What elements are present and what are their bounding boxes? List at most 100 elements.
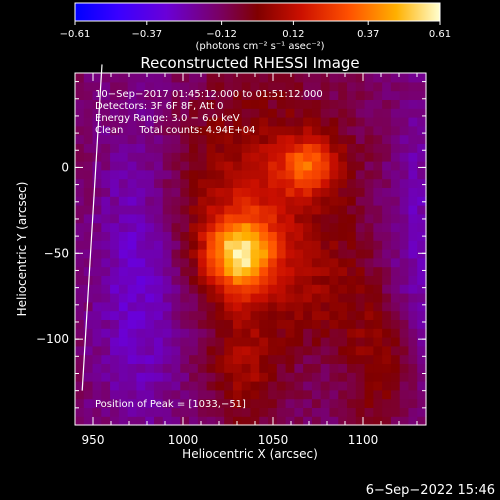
heatmap-cell [311,134,322,144]
heatmap-cell [162,143,173,153]
heatmap-cell [83,231,94,241]
heatmap-cell [162,310,173,320]
heatmap-cell [329,345,339,356]
heatmap-cell [241,117,252,127]
heatmap-cell [382,345,392,356]
heatmap-cell [232,161,243,171]
heatmap-cell [241,108,252,118]
heatmap-cell [268,81,278,92]
heatmap-cell [347,240,357,250]
heatmap-cell [118,152,129,162]
heatmap-cell [259,99,269,109]
heatmap-cell [215,275,225,285]
heatmap-cell [382,398,392,408]
heatmap-cell [311,222,322,232]
heatmap-cell [110,169,120,180]
heatmap-cell [311,372,322,382]
heatmap-cell [250,345,260,356]
heatmap-cell [215,143,225,153]
heatmap-cell [101,310,111,320]
heatmap-cell [417,275,427,285]
heatmap-cell [83,169,94,180]
heatmap-cell [145,257,155,268]
heatmap-cell [215,381,225,391]
heatmap-cell [294,310,304,320]
heatmap-cell [390,240,401,250]
heatmap-cell [75,398,85,408]
heatmap-cell [311,310,322,320]
heatmap-cell [355,231,366,241]
heatmap-cell [206,99,217,109]
heatmap-cell [127,161,138,171]
heatmap-cell [224,337,234,347]
heatmap-cell [338,134,348,144]
heatmap-cell [338,73,348,83]
heatmap-cell [75,301,85,312]
heatmap-cell [347,73,357,83]
heatmap-cell [197,284,208,294]
heatmap-cell [259,117,269,127]
heatmap-cell [118,345,129,356]
heatmap-cell [408,134,418,144]
heatmap-cell [382,389,392,400]
heatmap-cell [171,231,181,241]
heatmap-cell [241,73,252,83]
heatmap-cell [268,222,278,232]
heatmap-cell [355,257,366,268]
heatmap-cell [320,293,331,303]
heatmap-cell [329,337,339,347]
heatmap-cell [347,416,357,426]
heatmap-cell [276,354,287,364]
heatmap-cell [259,301,269,312]
heatmap-cell [338,381,348,391]
heatmap-cell [276,363,287,373]
heatmap-cell [180,143,190,153]
heatmap-cell [303,363,313,373]
heatmap-cell [171,381,181,391]
heatmap-cell [118,354,129,364]
heatmap-cell [153,143,164,153]
heatmap-cell [408,293,418,303]
heatmap-cell [276,81,287,92]
heatmap-cell [215,372,225,382]
heatmap-cell [311,205,322,215]
heatmap-cell [417,319,427,329]
heatmap-cell [180,381,190,391]
y-tick-label: −50 [44,246,69,260]
heatmap-cell [250,372,260,382]
heatmap-cell [408,275,418,285]
heatmap-cell [232,187,243,197]
heatmap-cell [136,398,146,408]
heatmap-cell [197,275,208,285]
heatmap-cell [189,222,199,232]
heatmap-cell [127,213,138,224]
heatmap-cell [145,73,155,83]
heatmap-cell [197,354,208,364]
heatmap-cell [382,125,392,136]
heatmap-cell [153,108,164,118]
heatmap-cell [373,266,383,276]
heatmap-cell [215,90,225,100]
heatmap-cell [399,301,410,312]
heatmap-cell [329,389,339,400]
heatmap-cell [390,416,401,426]
heatmap-cell [145,187,155,197]
heatmap-cell [276,161,287,171]
heatmap-cell [189,187,199,197]
heatmap-cell [110,345,120,356]
heatmap-cell [92,108,102,118]
heatmap-cell [92,354,102,364]
heatmap-cell [75,266,85,276]
heatmap-cell [355,108,366,118]
heatmap-cell [373,345,383,356]
heatmap-cell [320,381,331,391]
heatmap-cell [189,178,199,188]
heatmap-cell [373,407,383,417]
heatmap-cell [224,407,234,417]
heatmap-cell [259,213,269,224]
heatmap-cell [268,205,278,215]
heatmap-cell [338,363,348,373]
heatmap-cell [189,196,199,206]
heatmap-cell [390,266,401,276]
heatmap-cell [329,161,339,171]
